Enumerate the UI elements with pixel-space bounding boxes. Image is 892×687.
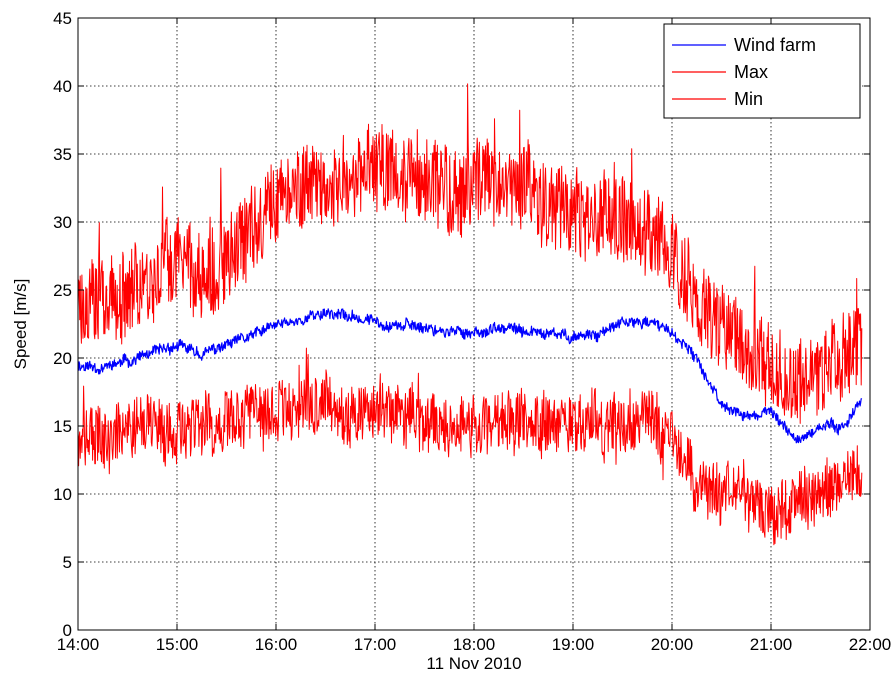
- x-tick-label: 16:00: [255, 635, 298, 654]
- x-tick-label: 15:00: [156, 635, 199, 654]
- x-tick-label: 18:00: [453, 635, 496, 654]
- y-axis-label: Speed [m/s]: [11, 279, 30, 370]
- series-layer: [77, 83, 863, 546]
- series-line-max: [77, 83, 863, 424]
- y-tick-label: 15: [53, 417, 72, 436]
- y-tick-label: 10: [53, 485, 72, 504]
- y-tick-label: 35: [53, 145, 72, 164]
- y-tick-label: 20: [53, 349, 72, 368]
- series-line-min: [77, 347, 863, 546]
- x-tick-label: 21:00: [750, 635, 793, 654]
- y-tick-label: 0: [63, 621, 72, 640]
- y-tick-label: 25: [53, 281, 72, 300]
- x-tick-label: 20:00: [651, 635, 694, 654]
- x-tick-label: 14:00: [57, 635, 100, 654]
- legend-box: [663, 23, 861, 119]
- x-tick-label: 19:00: [552, 635, 595, 654]
- x-tick-label: 22:00: [849, 635, 892, 654]
- axis-ticks: 14:00 15:00 16:00 17:00 18:00 19:00 20:00 21:00…: [53, 9, 891, 654]
- y-tick-label: 40: [53, 77, 72, 96]
- y-tick-label: 5: [63, 553, 72, 572]
- y-tick-label: 45: [53, 9, 72, 28]
- legend-label: Wind farm: [734, 35, 816, 55]
- y-tick-label: 30: [53, 213, 72, 232]
- x-axis-label: 11 Nov 2010: [426, 654, 521, 673]
- legend-label: Max: [734, 62, 768, 82]
- x-tick-label: 17:00: [354, 635, 397, 654]
- legend-label: Min: [734, 89, 763, 109]
- series-line-wind-farm: [77, 308, 863, 444]
- legend: Wind farm Max Min: [663, 23, 861, 119]
